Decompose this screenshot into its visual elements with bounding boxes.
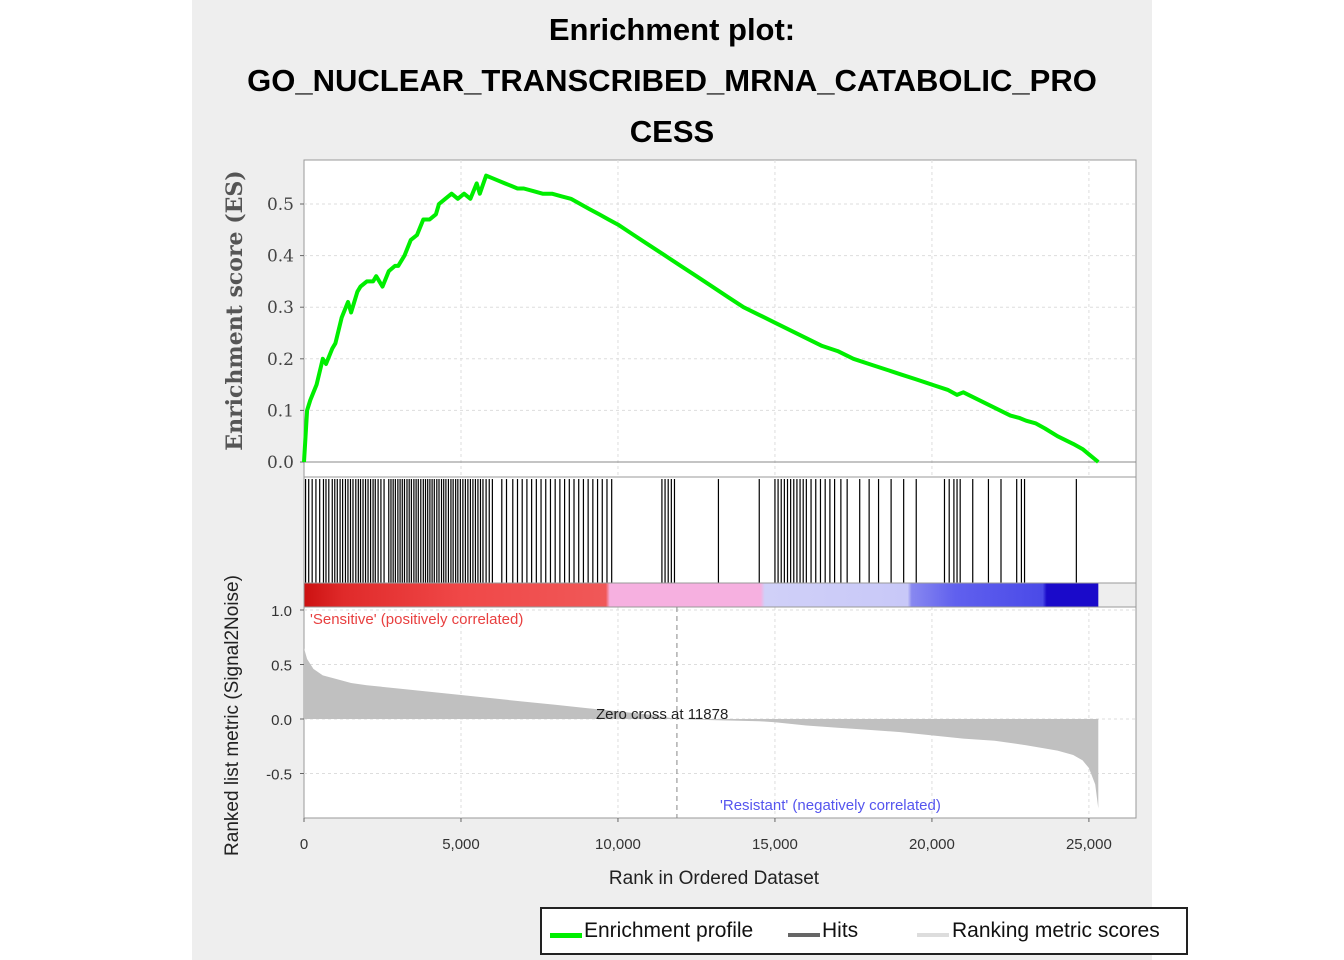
es-y-tick-label: 0.4 [267,247,294,267]
metric-y-tick-label: 1.0 [271,603,292,620]
x-tick-label: 15,000 [752,836,798,853]
legend-swatch-profile [550,933,582,938]
es-y-axis-label: Enrichment score (ES) [222,170,248,450]
x-axis-label: Rank in Ordered Dataset [609,868,820,889]
es-y-tick-label: 0.3 [267,298,294,318]
title-line-2: GO_NUCLEAR_TRANSCRIBED_MRNA_CATABOLIC_PR… [247,63,1097,98]
metric-y-axis-label: Ranked list metric (Signal2Noise) [222,575,243,856]
ranking-metric-area [304,648,1099,809]
chart-title: Enrichment plot: GO_NUCLEAR_TRANSCRIBED_… [192,4,1152,157]
figure-panel: Enrichment plot: GO_NUCLEAR_TRANSCRIBED_… [192,0,1188,960]
x-tick-label: 10,000 [595,836,641,853]
legend-label-metric: Ranking metric scores [952,919,1160,942]
es-y-tick-label: 0.5 [267,195,294,215]
title-line-1: Enrichment plot: [548,12,796,47]
metric-y-tick-label: -0.5 [266,767,292,784]
legend-label-profile: Enrichment profile [584,919,754,942]
rank-heat-band [304,583,1099,607]
hits-plot-area [303,476,1137,584]
es-plot-area [303,159,1137,478]
metric-y-tick-label: 0.5 [271,658,292,675]
zero-cross-label: Zero cross at 11878 [596,706,728,723]
title-line-3: CESS [629,114,715,149]
x-tick-label: 25,000 [1066,836,1112,853]
legend-swatch-metric [917,933,949,937]
legend-label-hits: Hits [822,919,859,942]
heat-band-border [303,582,1137,608]
metric-y-tick-label: 0.0 [271,712,292,729]
enrichment-chart: 0.0 0.1 0.2 0.3 0.4 0.5 Enrichment score (ES) -… [222,159,1137,889]
enrichment-profile-line [302,173,1100,464]
legend-swatch-hits [788,933,820,937]
x-tick-label: 5,000 [442,836,480,853]
negative-correlation-label: 'Resistant' (negatively correlated) [720,797,941,814]
positive-correlation-label: 'Sensitive' (positively correlated) [310,611,523,628]
es-y-tick-label: 0.2 [267,350,294,370]
es-y-tick-label: 0.1 [267,401,294,421]
x-tick-label: 20,000 [909,836,955,853]
chart-legend: Enrichment profile Hits Ranking metric s… [540,907,1188,955]
es-y-tick-label: 0.0 [267,453,294,473]
x-tick-label: 0 [300,836,308,853]
